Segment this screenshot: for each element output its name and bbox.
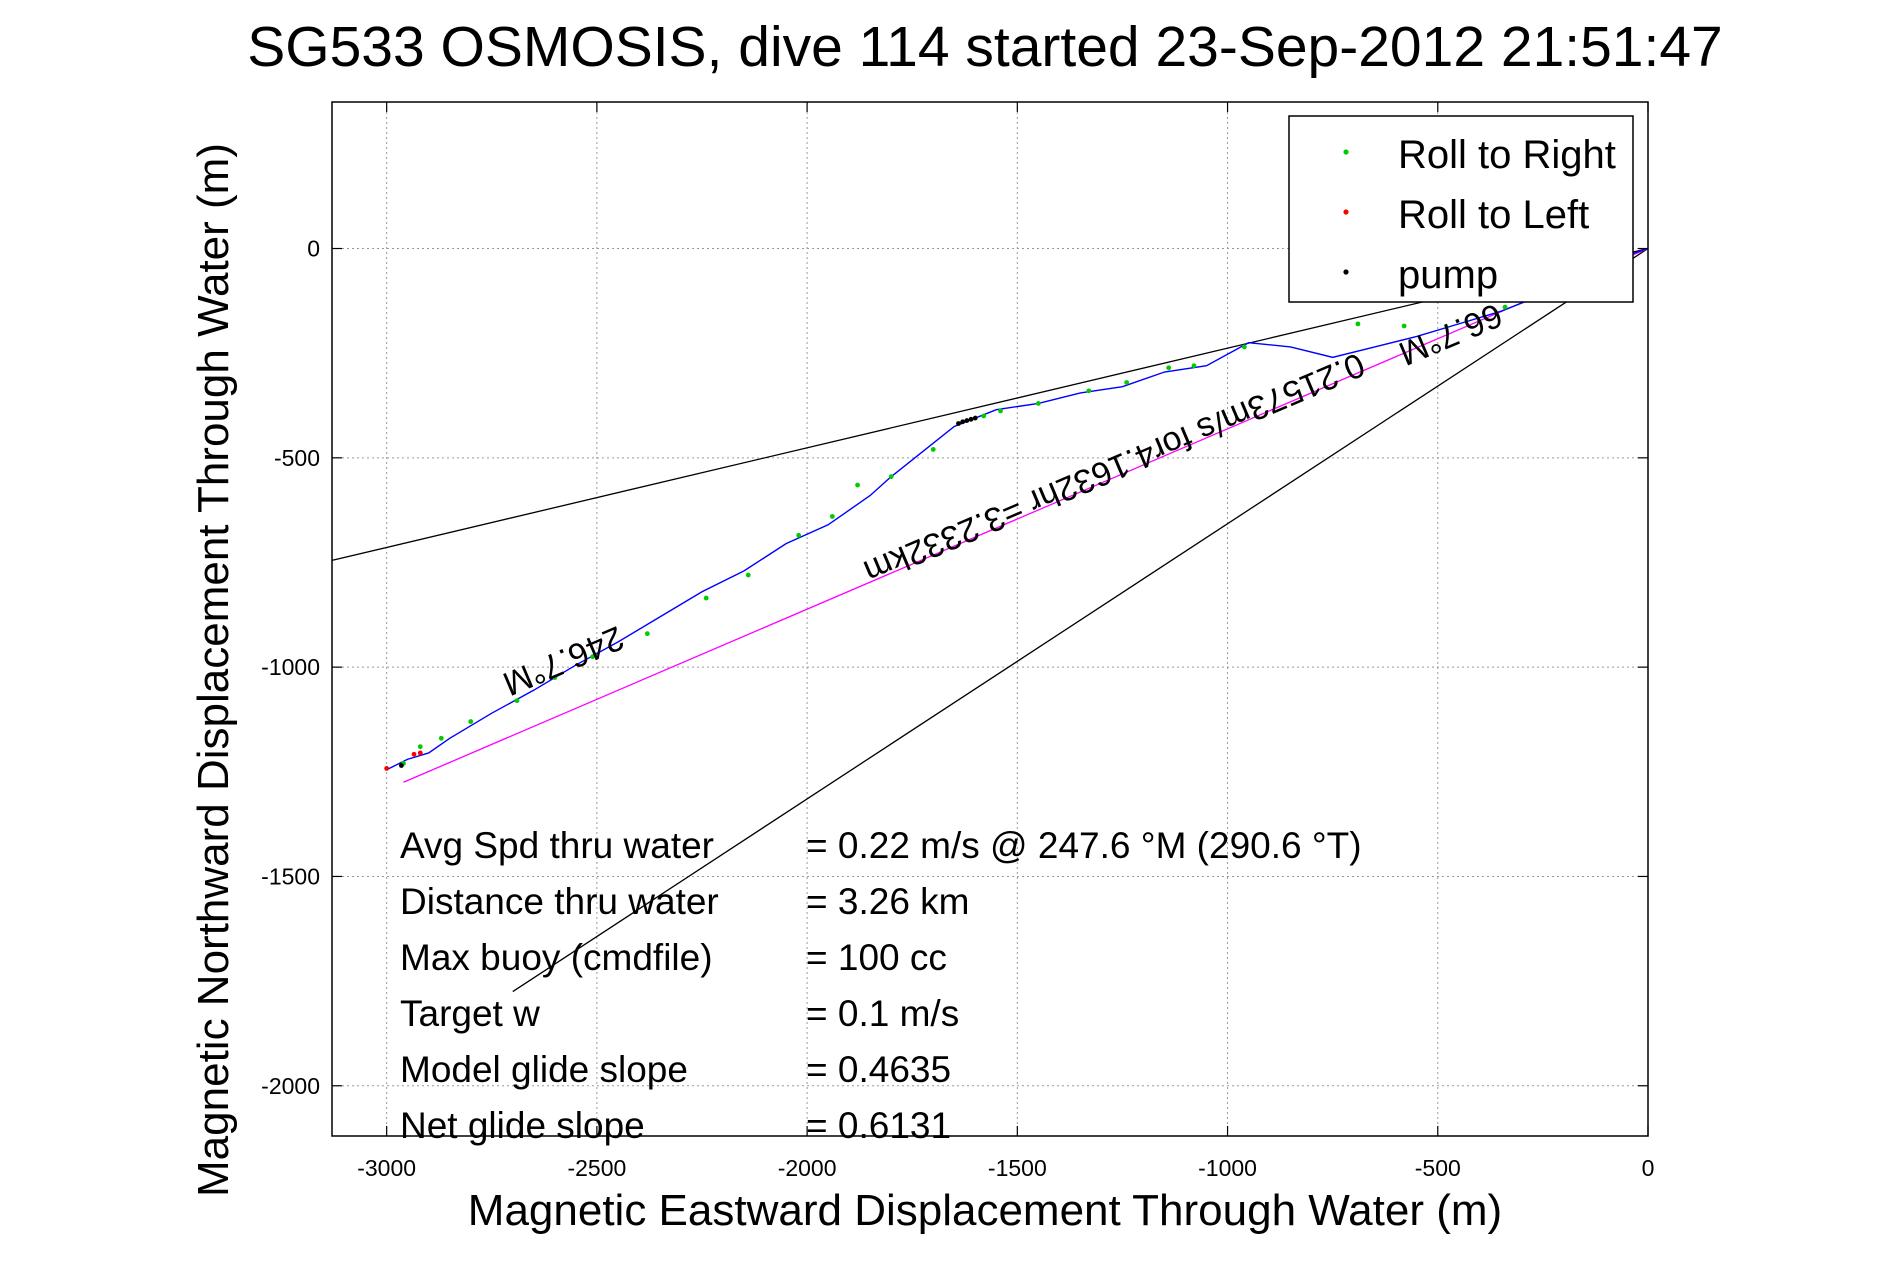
pump-point: [956, 421, 961, 426]
legend-label: Roll to Right: [1398, 133, 1616, 177]
roll-to-left-point: [417, 750, 423, 756]
legend-label: Roll to Left: [1398, 193, 1589, 237]
stats-block: Avg Spd thru water = 0.22 m/s @ 247.6 °M …: [400, 825, 1362, 1146]
lower-bound-line: [512, 247, 1649, 993]
x-tick-label: -1000: [1198, 1155, 1257, 1181]
annotations: 246.7°M 0.21573m/s for4.1632hr =3.2332km 6…: [497, 295, 1507, 702]
net-vector-line: [403, 247, 1649, 783]
stat-label: Distance thru water: [400, 881, 719, 922]
stat-label: Net glide slope: [400, 1105, 645, 1146]
pump-point: [972, 415, 978, 421]
x-tick-label: -3000: [357, 1155, 416, 1181]
roll-to-right-point: [855, 482, 860, 488]
pump-point: [968, 416, 974, 422]
stat-value: = 100 cc: [806, 937, 947, 978]
legend-marker: [1343, 149, 1349, 155]
stat-label: Max buoy (cmdfile): [400, 937, 713, 978]
stat-value: = 0.4635: [806, 1049, 951, 1090]
stat-label: Model glide slope: [400, 1049, 688, 1090]
y-tick-label: -2000: [261, 1073, 320, 1099]
annotation-label: 0.21573m/s for4.1632hr =3.2332km: [858, 345, 1370, 591]
legend-marker: [1343, 269, 1349, 275]
roll-to-right-point: [590, 654, 596, 660]
roll-to-right-point: [745, 572, 751, 578]
roll-to-right-point: [1502, 304, 1508, 310]
roll-to-right-point: [644, 631, 650, 637]
roll-to-right-point: [552, 675, 558, 681]
stat-value: = 3.26 km: [806, 881, 970, 922]
roll-to-right-point: [514, 698, 520, 704]
roll-to-right-point: [796, 532, 802, 538]
roll-to-right-point: [417, 744, 423, 750]
roll-to-right-point: [468, 719, 474, 724]
x-tick-label: -1500: [988, 1155, 1047, 1181]
x-tick-label: -500: [1415, 1155, 1461, 1181]
annotation-label: 246.7°M: [497, 618, 629, 703]
y-tick-label: 0: [307, 236, 320, 262]
stat-label: Avg Spd thru water: [400, 825, 714, 866]
plot-frame: [331, 101, 1649, 1137]
y-tick-label: -1000: [261, 654, 320, 680]
roll-to-right-point: [703, 595, 709, 601]
pump-point: [964, 418, 970, 423]
roll-to-right-point: [1035, 401, 1041, 406]
y-tick-label: -500: [274, 445, 320, 471]
roll-to-right-point: [1241, 344, 1247, 350]
stat-label: Target w: [400, 993, 540, 1034]
stat-value: = 0.6131: [806, 1105, 951, 1146]
legend-label: pump: [1398, 253, 1498, 297]
roll-to-right-point: [888, 474, 894, 480]
roll-to-right-point: [930, 447, 936, 452]
legend: Roll to Right Roll to Left pump: [1288, 115, 1634, 303]
roll-to-right-point: [1166, 365, 1172, 371]
roll-to-right-point: [998, 408, 1003, 414]
roll-to-right-point: [1401, 323, 1407, 329]
annotation-label: 66.7°M: [1393, 295, 1507, 372]
chart-title: SG533 OSMOSIS, dive 114 started 23-Sep-2…: [247, 15, 1723, 79]
stat-value: = 0.1 m/s: [806, 993, 959, 1034]
roll-to-right-point: [1355, 321, 1361, 327]
roll-to-right-point: [1086, 388, 1092, 394]
roll-to-right-point: [438, 735, 444, 741]
roll-to-right-point: [981, 413, 987, 419]
x-tick-label: -2500: [567, 1155, 626, 1181]
legend-marker: [1343, 209, 1349, 215]
x-tick-label: 0: [1642, 1155, 1655, 1181]
roll-to-left-point: [384, 766, 390, 771]
roll-to-right-point: [1124, 380, 1130, 385]
x-axis-title: Magnetic Eastward Displacement Through W…: [468, 1186, 1502, 1235]
y-axis-title: Magnetic Northward Displacement Through …: [189, 143, 238, 1197]
x-tick-label: -2000: [778, 1155, 837, 1181]
pump-point: [960, 419, 966, 425]
stat-value: = 0.22 m/s @ 247.6 °M (290.6 °T): [806, 825, 1362, 866]
roll-to-left-point: [411, 751, 417, 757]
axis-ticks: -3000 -2500 -2000 -1500 -1000 -500 0 0 -500 -1000…: [261, 102, 1654, 1181]
roll-to-right-point: [1191, 363, 1197, 369]
roll-to-right-point: [829, 514, 835, 519]
pump-point: [398, 763, 404, 768]
y-tick-label: -1500: [261, 863, 320, 889]
